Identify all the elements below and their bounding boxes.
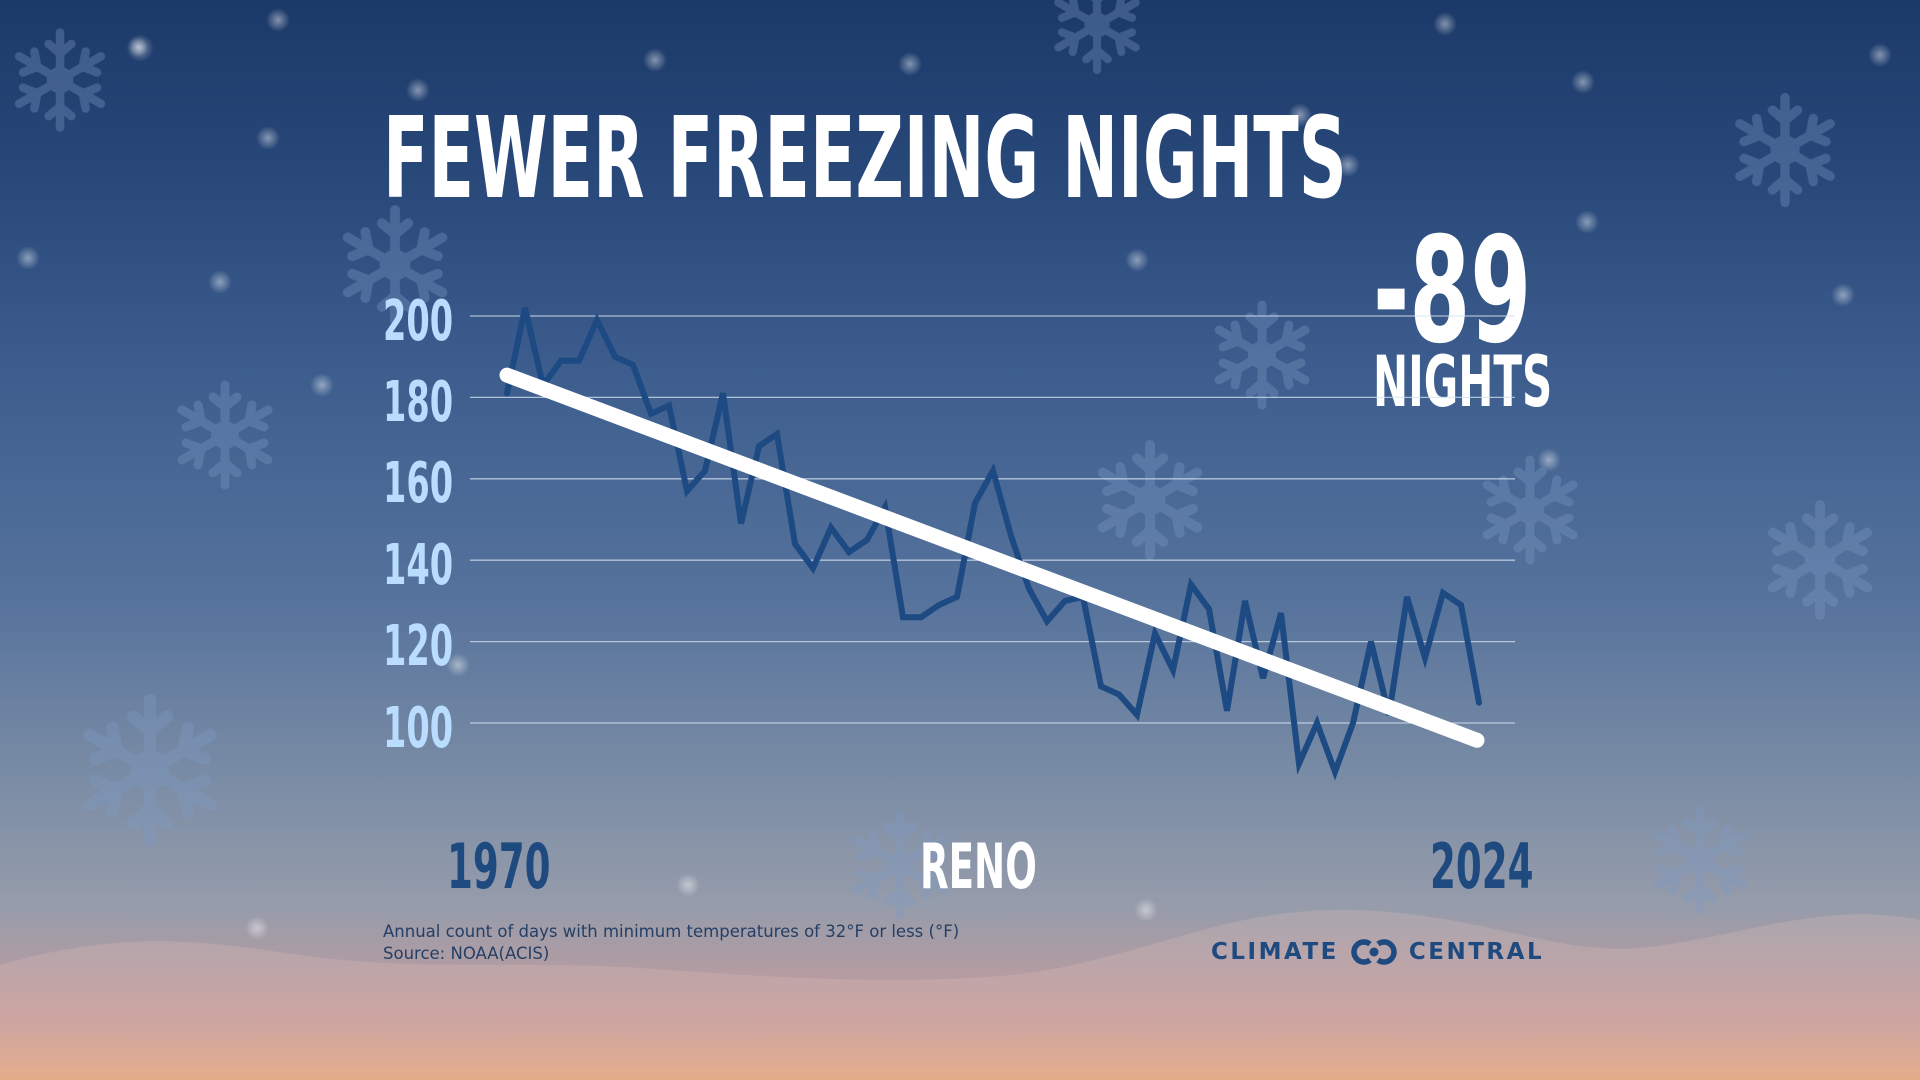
climate-central-logo: CLIMATE CENTRAL [1211,938,1544,966]
y-tick-label: 180 [383,370,454,435]
gridlines [470,315,1515,724]
brand-left-text: CLIMATE [1211,939,1339,965]
brand-right-text: CENTRAL [1408,939,1545,965]
y-tick-label: 120 [383,614,454,679]
x-start-label: 1970 [447,830,551,903]
trend-line [499,367,1485,748]
chart-title: FEWER FREEZING NIGHTS [383,94,1347,224]
change-unit: NIGHTS [1373,341,1553,423]
city-label: RENO [920,830,1037,903]
y-tick-label: 100 [383,696,454,761]
y-tick-label: 140 [383,533,454,598]
data-series-line [504,307,1482,781]
chart-description: Annual count of days with minimum temper… [383,922,960,941]
change-value: -89 [1373,206,1532,376]
x-end-label: 2024 [1430,830,1534,903]
y-tick-label: 200 [383,289,454,354]
y-tick-label: 160 [383,451,454,516]
interlocking-c-logo-icon [1351,939,1397,965]
data-source: Source: NOAA(ACIS) [383,944,550,963]
